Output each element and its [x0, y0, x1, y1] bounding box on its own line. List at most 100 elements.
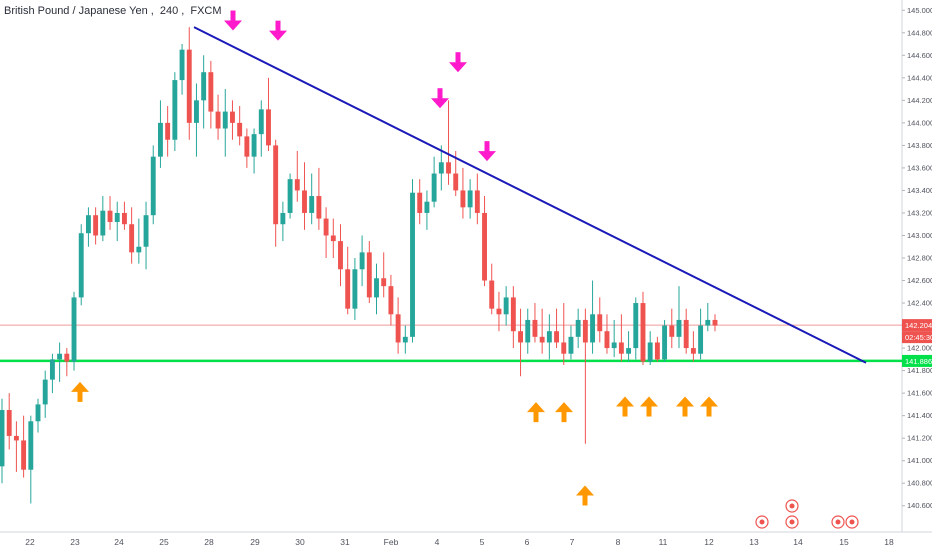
candle-body: [395, 314, 401, 343]
candle-body: [381, 278, 387, 287]
candle-body: [57, 353, 63, 360]
candle-body: [309, 196, 315, 213]
countdown-badge-bg: [902, 331, 932, 344]
candle-body: [662, 325, 668, 360]
price-tick-label: 144.000: [907, 118, 932, 127]
candle-body: [532, 319, 538, 337]
price-tick-label: 144.200: [907, 96, 932, 105]
candle-body: [222, 111, 228, 129]
price-tick-label: 143.000: [907, 231, 932, 240]
time-tick-label: 22: [25, 537, 35, 547]
candle-body: [611, 342, 617, 349]
economic-event-icon[interactable]: [831, 515, 845, 529]
countdown-badge: 02:45:30: [902, 331, 932, 344]
price-tick-label: 141.400: [907, 411, 932, 420]
current-price-badge-text: 142.204: [905, 321, 932, 330]
candle-body: [604, 331, 610, 349]
arrow-head: [616, 396, 634, 407]
economic-event-icon[interactable]: [785, 515, 799, 529]
candle-body: [669, 325, 675, 337]
arrow-head: [431, 98, 449, 109]
time-axis[interactable]: 22 23 24 25 28 29 30 31 Feb 4 5 6 7 8 11 12 13 14 15 18: [25, 537, 894, 547]
candle-body: [42, 379, 48, 405]
price-tick-label: 141.000: [907, 456, 932, 465]
arrow-markers: [71, 10, 718, 506]
price-tick-label: 144.400: [907, 73, 932, 82]
candle-body: [136, 246, 142, 253]
candle-body: [496, 308, 502, 315]
time-tick-label: 4: [435, 537, 440, 547]
arrow-head: [700, 396, 718, 407]
symbol-name: British Pound / Japanese Yen: [4, 5, 148, 17]
event-icons[interactable]: [755, 499, 859, 529]
up-arrow-marker: [640, 396, 658, 417]
candle-body: [402, 336, 408, 343]
candle-body: [597, 314, 603, 332]
price-axis[interactable]: 145.000 144.800 144.600 144.400 144.200 144.0…: [902, 6, 932, 510]
candle-body: [525, 319, 531, 343]
time-tick-label: 25: [159, 537, 169, 547]
candle-body: [438, 162, 444, 174]
candle-body: [100, 210, 106, 236]
down-arrow-marker: [224, 10, 242, 31]
arrow-shaft: [582, 493, 588, 506]
candle-body: [676, 319, 682, 337]
candle-body: [302, 190, 307, 213]
candle-body: [172, 80, 178, 140]
time-tick-label: 12: [704, 537, 714, 547]
candle-body: [179, 49, 185, 81]
candle-body: [424, 201, 430, 213]
time-tick-label: 8: [616, 537, 621, 547]
candle-body: [575, 319, 581, 337]
price-tick-label: 142.800: [907, 254, 932, 263]
arrow-head: [676, 396, 694, 407]
price-tick-label: 142.000: [907, 344, 932, 353]
candle-body: [518, 331, 523, 343]
candle-body: [121, 212, 127, 225]
time-tick-label: 28: [204, 537, 214, 547]
candle-body: [374, 278, 379, 298]
data-source: FXCM: [190, 5, 222, 17]
countdown-badge-text: 02:45:30: [905, 333, 932, 342]
time-tick-label: 18: [884, 537, 894, 547]
candle-body: [114, 212, 120, 222]
arrow-shaft: [533, 410, 539, 423]
grid: [0, 0, 932, 533]
time-tick-label: 7: [570, 537, 575, 547]
candle-body: [28, 421, 34, 470]
arrow-head: [478, 151, 496, 162]
candle-body: [266, 109, 271, 146]
price-tick-label: 141.200: [907, 434, 932, 443]
candle-body: [647, 342, 653, 362]
candle-body: [460, 190, 466, 208]
event-icon-dot: [789, 503, 795, 509]
candle-body: [251, 134, 257, 157]
arrow-shaft: [682, 404, 688, 417]
arrow-shaft: [706, 404, 712, 417]
time-tick-label: 31: [340, 537, 350, 547]
event-icon-dot: [759, 519, 765, 525]
arrow-head: [555, 402, 573, 413]
candle-body: [215, 111, 221, 129]
downtrend-line: [193, 26, 867, 364]
arrow-head: [576, 485, 594, 496]
arrow-shaft: [622, 404, 628, 417]
candle-body: [208, 72, 214, 112]
candle-body: [316, 196, 322, 219]
candle-body: [244, 136, 250, 157]
price-tick-label: 140.600: [907, 501, 932, 510]
candle-body: [150, 156, 156, 216]
up-arrow-marker: [676, 396, 694, 417]
candle-body: [503, 297, 509, 315]
candle-body: [683, 319, 689, 349]
candle-body: [338, 241, 343, 270]
economic-event-icon[interactable]: [785, 499, 799, 513]
support-price-badge-bg: [902, 354, 932, 367]
candle-body: [654, 342, 660, 360]
arrow-shaft: [77, 389, 83, 402]
economic-event-icon[interactable]: [845, 515, 859, 529]
arrow-head: [527, 402, 545, 413]
economic-event-icon[interactable]: [755, 515, 769, 529]
current-price-badge-bg: [902, 319, 932, 332]
